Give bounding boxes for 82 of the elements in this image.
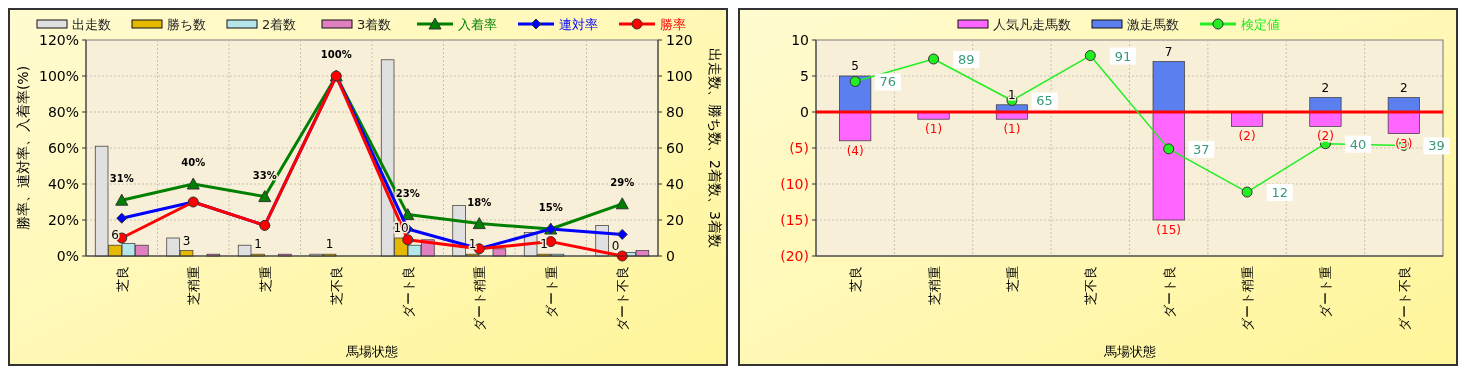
y-tick-label: 0% <box>56 247 79 264</box>
data-label: 1 <box>325 237 334 252</box>
y-tick-label: 120% <box>38 31 79 48</box>
x-tick-label: 芝重 <box>257 266 273 292</box>
x-tick-label: 芝不良 <box>329 266 345 305</box>
y-tick-label: 80% <box>47 103 79 120</box>
legend-label: 勝ち数 <box>167 17 206 32</box>
y-tick-label: 10 <box>791 31 809 48</box>
data-label: 91 <box>1114 48 1132 64</box>
data-label: (2) <box>1316 129 1334 144</box>
data-label: 7 <box>1164 44 1173 59</box>
data-label: 18% <box>467 196 492 208</box>
x-tick-label: ダート重 <box>543 266 559 318</box>
data-label: 6 <box>111 228 119 243</box>
y2-tick-label: 20 <box>666 211 684 228</box>
x-tick-label: ダート良 <box>400 266 416 318</box>
data-label: 31% <box>109 173 134 185</box>
legend-label: 人気凡走馬数 <box>993 17 1071 32</box>
data-label: (15) <box>1156 223 1182 237</box>
y2-tick-label: 100 <box>666 67 693 84</box>
data-label: 2 <box>1399 80 1408 95</box>
data-label: 89 <box>957 52 975 68</box>
y2-axis-title: 出走数、勝ち数、2着数、3着数 <box>707 48 723 248</box>
x-tick-label: ダート良 <box>1161 266 1177 318</box>
data-label: 12 <box>1271 185 1289 201</box>
x-tick-label: ダート稍重 <box>1240 266 1256 331</box>
data-label: 39 <box>1428 138 1445 154</box>
legend-label: 激走馬数 <box>1127 17 1179 32</box>
y-tick-label: (5) <box>789 139 809 156</box>
y2-tick-label: 120 <box>666 31 693 48</box>
data-label: 0 <box>611 239 620 253</box>
x-axis-title: 馬場状態 <box>1102 344 1156 359</box>
data-label: 76 <box>879 74 897 90</box>
data-label: (1) <box>925 122 943 137</box>
data-label: 65 <box>1036 93 1053 109</box>
y-tick-label: 60% <box>47 139 79 156</box>
data-label: (4) <box>846 143 864 158</box>
x-tick-label: 芝不良 <box>1083 266 1099 305</box>
y-tick-label: 5 <box>800 67 809 84</box>
y-tick-label: 20% <box>47 211 79 228</box>
legend-label: 2着数 <box>262 17 297 32</box>
x-axis-title: 馬場状態 <box>345 344 398 359</box>
legend-label: 勝率 <box>660 17 686 32</box>
y-axis-title: 勝率、連対率、入着率(%) <box>15 65 31 231</box>
y-tick-label: 40% <box>47 175 79 192</box>
data-label: 15% <box>538 202 563 213</box>
data-label: 40 <box>1349 136 1367 152</box>
x-tick-label: ダート不良 <box>1396 266 1412 331</box>
x-tick-label: 芝良 <box>848 266 864 292</box>
data-label: 33% <box>252 169 277 181</box>
x-tick-label: 芝稍重 <box>926 266 942 305</box>
y-tick-label: 0 <box>800 103 809 120</box>
x-tick-label: ダート不良 <box>615 266 631 331</box>
x-tick-label: 芝良 <box>114 266 130 292</box>
y2-tick-label: 40 <box>666 175 684 192</box>
data-label: 3 <box>182 233 191 248</box>
data-label: 1 <box>1008 87 1016 102</box>
x-tick-label: ダート稍重 <box>472 266 488 331</box>
y2-tick-label: 0 <box>666 247 675 264</box>
x-tick-label: 芝稍重 <box>186 266 202 305</box>
legend-label: 検定値 <box>1241 17 1280 32</box>
y-tick-label: (10) <box>780 175 809 192</box>
data-label: 37 <box>1193 141 1210 157</box>
data-label: 100% <box>320 49 352 60</box>
data-label: 2 <box>1321 80 1330 95</box>
data-label: (1) <box>1003 122 1021 137</box>
y-tick-label: (15) <box>780 211 809 228</box>
x-tick-label: 芝重 <box>1004 266 1020 292</box>
x-tick-label: ダート重 <box>1318 266 1334 318</box>
y2-tick-label: 60 <box>666 139 684 156</box>
legend-label: 3着数 <box>357 17 392 32</box>
y-tick-label: 100% <box>38 67 79 84</box>
data-label: 1 <box>254 237 262 252</box>
data-label: 40% <box>181 157 206 168</box>
data-label: (2) <box>1238 129 1256 144</box>
y-tick-label: (20) <box>780 247 809 264</box>
data-label: 29% <box>610 176 635 188</box>
y2-tick-label: 80 <box>666 103 684 120</box>
data-label: 5 <box>851 59 860 73</box>
legend-label: 連対率 <box>559 17 598 32</box>
legend-label: 入着率 <box>458 17 497 32</box>
legend-label: 出走数 <box>72 17 111 32</box>
